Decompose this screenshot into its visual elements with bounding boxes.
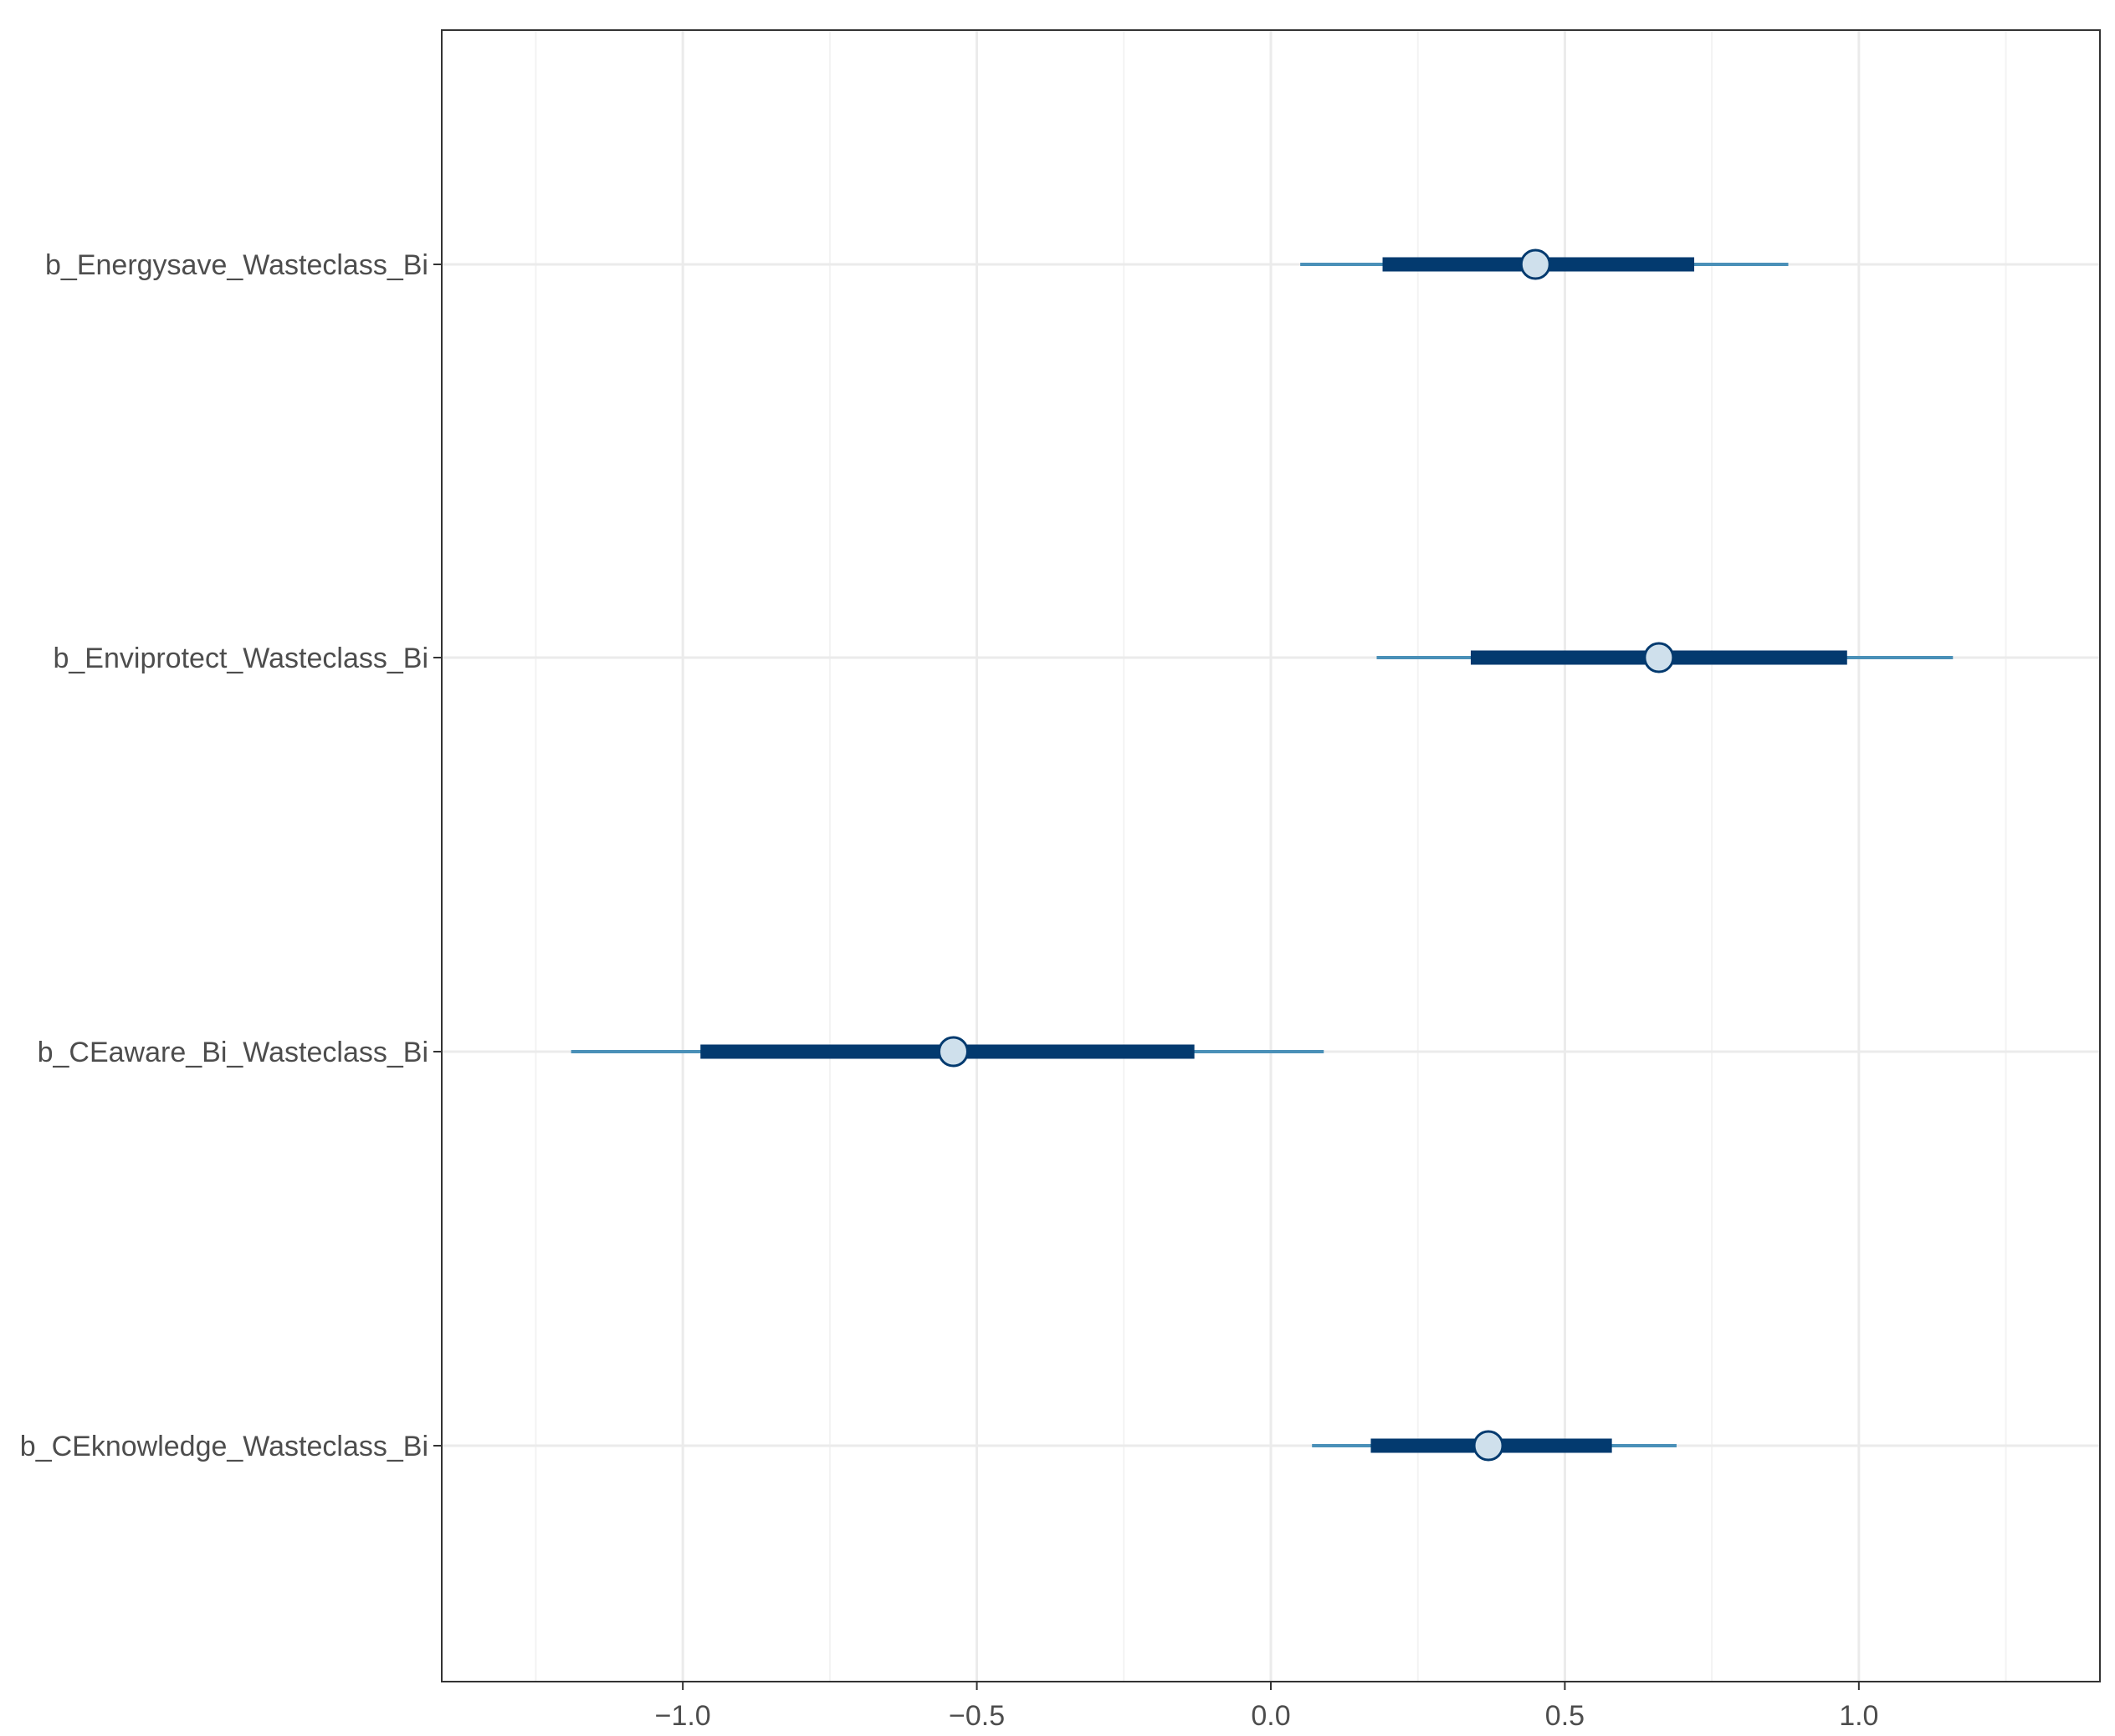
x-tick-label: −1.0 bbox=[655, 1700, 711, 1732]
y-tick-label: b_CEknowledge_Wasteclass_Bi bbox=[20, 1431, 428, 1462]
panel-border bbox=[441, 29, 2101, 1682]
x-tick-label: 1.0 bbox=[1839, 1700, 1878, 1732]
axes: b_Energysave_Wasteclass_Bi b_Enviprotect_… bbox=[20, 249, 1879, 1732]
y-tick-label: b_CEaware_Bi_Wasteclass_Bi bbox=[38, 1037, 428, 1068]
point-estimate bbox=[1472, 1430, 1504, 1462]
point-estimate bbox=[1643, 642, 1675, 673]
point-estimate bbox=[1519, 248, 1551, 280]
grid-lines bbox=[442, 30, 2100, 1682]
point-estimate bbox=[937, 1036, 969, 1068]
y-tick-label: b_Energysave_Wasteclass_Bi bbox=[45, 249, 428, 281]
x-tick-label: 0.0 bbox=[1251, 1700, 1290, 1732]
interval-series bbox=[571, 248, 1954, 1462]
y-tick-label: b_Enviprotect_Wasteclass_Bi bbox=[53, 643, 428, 674]
x-tick-label: −0.5 bbox=[949, 1700, 1005, 1732]
x-tick-label: 0.5 bbox=[1545, 1700, 1585, 1732]
